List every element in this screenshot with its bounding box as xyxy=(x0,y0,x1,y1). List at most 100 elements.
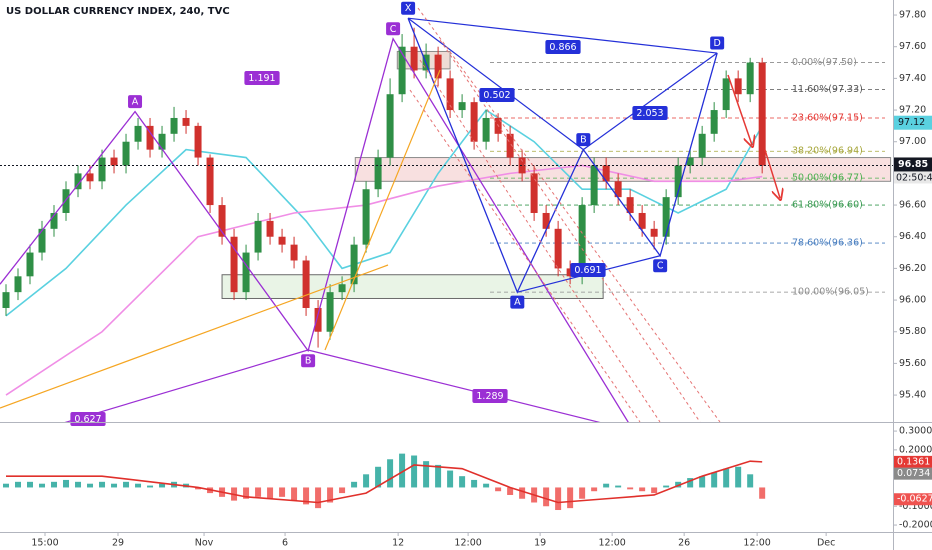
x-tick-label: Dec xyxy=(817,538,835,549)
histogram-bar xyxy=(243,487,250,499)
pattern-point-label: A xyxy=(132,97,139,108)
pattern-point-box xyxy=(301,354,316,368)
ratio-label: 0.502 xyxy=(483,90,510,101)
x-tick-label: 12:00 xyxy=(598,538,625,549)
histogram-bar xyxy=(675,481,682,488)
ratio-label: 0.866 xyxy=(549,42,576,53)
candle-body xyxy=(446,78,454,111)
pattern-point-label: C xyxy=(390,24,397,35)
candle-body xyxy=(278,236,286,245)
ratio-box xyxy=(244,71,280,85)
candle-body xyxy=(602,165,610,182)
macd-marker-label: 0.1361 xyxy=(897,456,930,467)
last-price-box xyxy=(894,157,932,172)
candle-body xyxy=(290,244,298,261)
candle-body xyxy=(194,125,202,158)
x-tick-label: 12 xyxy=(392,538,404,549)
fib-label: 78.60%(96.36) xyxy=(792,238,863,249)
histogram-bar xyxy=(639,487,646,492)
histogram-bar xyxy=(555,487,562,511)
candle-body xyxy=(518,157,526,174)
ratio-box xyxy=(632,106,668,120)
candle-body xyxy=(230,236,238,293)
macd-marker-box xyxy=(894,493,932,506)
candle-body xyxy=(578,205,586,277)
x-tick-label: Nov xyxy=(195,538,214,549)
candle-body xyxy=(314,307,322,332)
candle-body xyxy=(158,133,166,150)
pattern-point-label: B xyxy=(305,356,312,367)
channel-line xyxy=(439,39,701,422)
channel-line xyxy=(419,59,661,422)
y2-tick-label: -0.2000 xyxy=(899,520,932,531)
pattern-point-label: B xyxy=(580,135,587,146)
macd-marker-box xyxy=(894,467,932,480)
pattern-point-box xyxy=(710,36,725,50)
histogram-bar xyxy=(303,487,310,505)
candle-body xyxy=(50,212,58,229)
histogram-bar xyxy=(15,481,22,488)
pattern-point-box xyxy=(576,133,591,147)
fib-label: 23.60%(97.15) xyxy=(792,112,863,123)
pattern-point-box xyxy=(128,95,143,109)
x-tick-label: 6 xyxy=(282,538,288,549)
y-tick-label: 97.60 xyxy=(899,41,926,52)
histogram-bar xyxy=(27,481,34,488)
histogram-bar xyxy=(195,487,202,490)
histogram-bar xyxy=(399,453,406,488)
histogram-bar xyxy=(663,485,670,488)
candle-body xyxy=(386,94,394,158)
x-tick-label: 26 xyxy=(678,538,690,549)
histogram-bar xyxy=(423,461,430,488)
histogram-bar xyxy=(279,487,286,497)
fib-label: 61.80%(96.60) xyxy=(792,200,863,211)
x-tick-label: 15:00 xyxy=(31,538,58,549)
candle-body xyxy=(26,252,34,277)
candle-body xyxy=(650,228,658,237)
candle-body xyxy=(674,165,682,198)
countdown-box xyxy=(894,171,932,184)
histogram-bar xyxy=(327,487,334,503)
candle-body xyxy=(746,62,754,95)
y2-tick-label: 0.3000 xyxy=(899,426,932,437)
candle-body xyxy=(722,78,730,111)
y-tick-label: 97.00 xyxy=(899,136,926,147)
chart-title: US DOLLAR CURRENCY INDEX, 240, TVC xyxy=(6,6,230,17)
trend-line xyxy=(324,69,441,351)
y-tick-label: 97.20 xyxy=(899,105,926,116)
histogram-bar xyxy=(603,483,610,488)
histogram-bar xyxy=(615,485,622,488)
histogram-bar xyxy=(747,474,754,488)
histogram-bar xyxy=(411,455,418,488)
price-pane xyxy=(0,17,893,422)
pattern-point-label: X xyxy=(405,3,412,14)
histogram-bar xyxy=(63,479,70,488)
histogram-bar xyxy=(87,483,94,488)
histogram-bar xyxy=(135,483,142,488)
fib-label: 11.60%(97.33) xyxy=(792,84,863,95)
histogram-bar xyxy=(471,479,478,488)
trend-line xyxy=(0,264,389,409)
candle-body xyxy=(482,117,490,142)
countdown: 02:50:48 xyxy=(896,172,932,183)
price-marker-box xyxy=(894,115,932,130)
candle-body xyxy=(242,252,250,293)
ratio-label: 1.191 xyxy=(248,73,275,84)
axes: 0.00%(97.50) 11.60%(97.33) 23.60%(97.15) 38… xyxy=(31,10,932,549)
signal-line xyxy=(6,460,763,504)
histogram-bar xyxy=(699,476,706,488)
candle-body xyxy=(710,110,718,134)
candle-body xyxy=(686,157,694,166)
histogram-bar xyxy=(447,470,454,488)
ratio-label: 0.627 xyxy=(74,414,101,425)
histogram-bar xyxy=(75,481,82,488)
pattern-point-label: C xyxy=(657,261,664,272)
candle-body xyxy=(326,292,334,332)
candle-body xyxy=(698,133,706,158)
histogram-bar xyxy=(519,487,526,499)
candle-body xyxy=(170,117,178,134)
x-tick-label: 12:00 xyxy=(454,538,481,549)
y-tick-label: 97.40 xyxy=(899,73,926,84)
histogram-bar xyxy=(99,481,106,488)
